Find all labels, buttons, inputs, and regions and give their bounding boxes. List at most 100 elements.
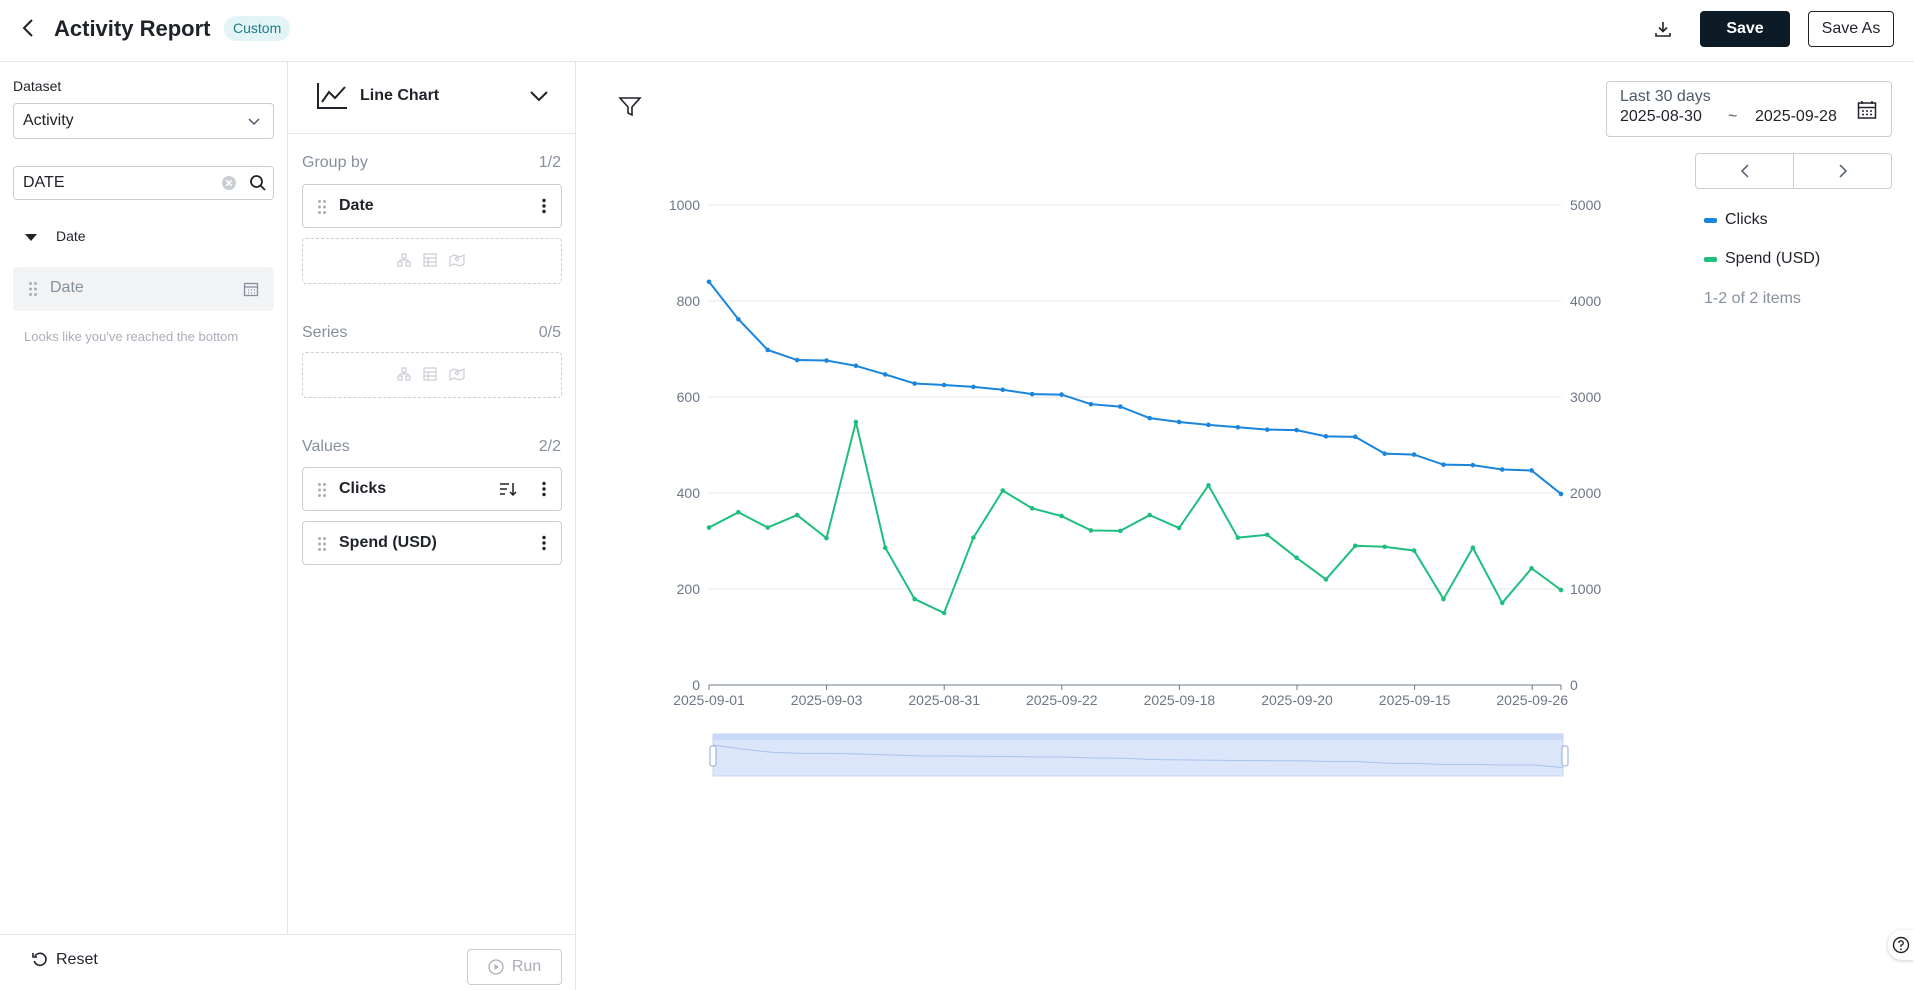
- x-tick-label: 2025-09-26: [1496, 692, 1568, 708]
- data-point: [765, 525, 771, 530]
- legend-count: 1-2 of 2 items: [1704, 290, 1801, 307]
- data-point: [882, 545, 888, 551]
- search-icon[interactable]: [249, 174, 267, 192]
- filter-icon[interactable]: [618, 96, 642, 118]
- help-button[interactable]: [1888, 930, 1914, 960]
- sort-descending-icon[interactable]: [499, 481, 517, 497]
- search-input[interactable]: [23, 167, 213, 199]
- data-point: [1294, 555, 1299, 561]
- data-point: [765, 347, 771, 353]
- values-pill-spend[interactable]: Spend (USD): [302, 521, 562, 565]
- map-icon: [449, 254, 465, 267]
- x-tick-label: 2025-09-22: [1026, 692, 1098, 708]
- more-vertical-icon[interactable]: [541, 481, 547, 497]
- reset-label: Reset: [56, 951, 98, 968]
- y-left-tick-label: 1000: [669, 197, 700, 213]
- map-icon: [449, 368, 465, 381]
- data-point: [794, 512, 800, 518]
- chevron-left-icon: [1740, 164, 1749, 178]
- data-point: [853, 363, 859, 369]
- group-by-dropzone[interactable]: [302, 238, 562, 284]
- zoom-handle-right[interactable]: [1561, 745, 1569, 767]
- y-left-tick-label: 400: [677, 485, 701, 501]
- back-button[interactable]: [16, 14, 40, 42]
- date-range-from: 2025-08-30: [1620, 108, 1702, 125]
- field-item-date[interactable]: Date: [13, 267, 274, 311]
- x-tick-label: 2025-09-15: [1379, 692, 1451, 708]
- legend-label: Spend (USD): [1725, 250, 1821, 267]
- y-right-tick-label: 4000: [1570, 293, 1601, 309]
- data-point: [1411, 548, 1417, 553]
- data-point: [1029, 391, 1035, 397]
- drag-handle-icon[interactable]: [317, 199, 327, 215]
- caret-down-icon[interactable]: [24, 232, 38, 242]
- group-by-title: Group by: [302, 154, 368, 171]
- values-pill-clicks[interactable]: Clicks: [302, 467, 562, 511]
- data-point: [1147, 415, 1152, 421]
- data-point: [1235, 535, 1241, 540]
- date-range-picker[interactable]: Last 30 days 2025-08-30 ~ 2025-09-28: [1606, 81, 1892, 137]
- data-point: [1441, 596, 1446, 602]
- dataset-value: Activity: [23, 112, 74, 129]
- chart-config-panel: Line Chart Group by 1/2 Date Series 0/5 …: [288, 62, 576, 934]
- data-point: [1323, 434, 1329, 439]
- values-count: 2/2: [538, 438, 561, 455]
- series-count: 0/5: [538, 324, 561, 341]
- zoom-handle-left[interactable]: [709, 745, 717, 767]
- drag-handle-icon[interactable]: [317, 536, 327, 552]
- values-title: Values: [302, 438, 350, 455]
- y-right-tick-label: 2000: [1570, 485, 1601, 501]
- data-point: [1176, 419, 1182, 425]
- data-point: [971, 535, 976, 540]
- series-dropzone[interactable]: [302, 352, 562, 398]
- calendar-icon: [1857, 101, 1877, 119]
- status-badge: Custom: [224, 16, 291, 41]
- data-point: [1353, 434, 1358, 440]
- reset-button[interactable]: Reset: [32, 951, 98, 969]
- run-button[interactable]: Run: [467, 949, 562, 985]
- data-point: [736, 509, 741, 515]
- data-point: [1470, 545, 1476, 551]
- legend-prev-button[interactable]: [1696, 154, 1793, 188]
- data-point: [1264, 532, 1270, 538]
- more-vertical-icon[interactable]: [541, 535, 547, 551]
- chart-legend: Clicks Spend (USD): [1704, 209, 1820, 287]
- legend-item-spend[interactable]: Spend (USD): [1704, 248, 1820, 270]
- more-vertical-icon[interactable]: [541, 198, 547, 214]
- list-end-note: Looks like you've reached the bottom: [24, 329, 239, 344]
- legend-item-clicks[interactable]: Clicks: [1704, 209, 1820, 231]
- data-point: [1176, 525, 1182, 531]
- clear-icon[interactable]: [221, 175, 237, 191]
- legend-label: Clicks: [1725, 211, 1768, 228]
- zoom-slider-track: [712, 733, 1564, 777]
- x-tick-label: 2025-09-01: [673, 692, 745, 708]
- legend-next-button[interactable]: [1793, 154, 1891, 188]
- drag-handle-icon[interactable]: [317, 482, 327, 498]
- chart-type-label: Line Chart: [360, 87, 440, 104]
- data-point: [706, 279, 712, 285]
- data-point: [1118, 404, 1123, 409]
- data-point: [1118, 528, 1123, 534]
- x-tick-label: 2025-09-03: [791, 692, 863, 708]
- save-button[interactable]: Save: [1700, 11, 1790, 47]
- legend-swatch: [1704, 217, 1717, 223]
- save-as-button[interactable]: Save As: [1808, 11, 1894, 47]
- zoom-slider-preview: [712, 744, 1564, 769]
- dataset-select[interactable]: Activity: [13, 103, 274, 139]
- download-button[interactable]: [1648, 14, 1678, 44]
- data-point: [1470, 462, 1476, 468]
- data-point: [1323, 577, 1329, 582]
- y-left-tick-label: 0: [692, 677, 700, 693]
- x-tick-label: 2025-09-18: [1144, 692, 1216, 708]
- panel-footer: Reset Run: [0, 934, 576, 990]
- download-icon: [1655, 22, 1671, 37]
- data-point: [1353, 543, 1358, 549]
- help-icon: [1892, 936, 1910, 954]
- chart-type-select[interactable]: Line Chart: [288, 62, 575, 134]
- group-by-pill-date[interactable]: Date: [302, 184, 562, 228]
- series-line-spend-usd: [708, 421, 1562, 615]
- y-right-tick-label: 5000: [1570, 197, 1601, 213]
- data-point: [1382, 544, 1388, 550]
- data-point: [1264, 427, 1270, 432]
- data-point: [1499, 600, 1505, 606]
